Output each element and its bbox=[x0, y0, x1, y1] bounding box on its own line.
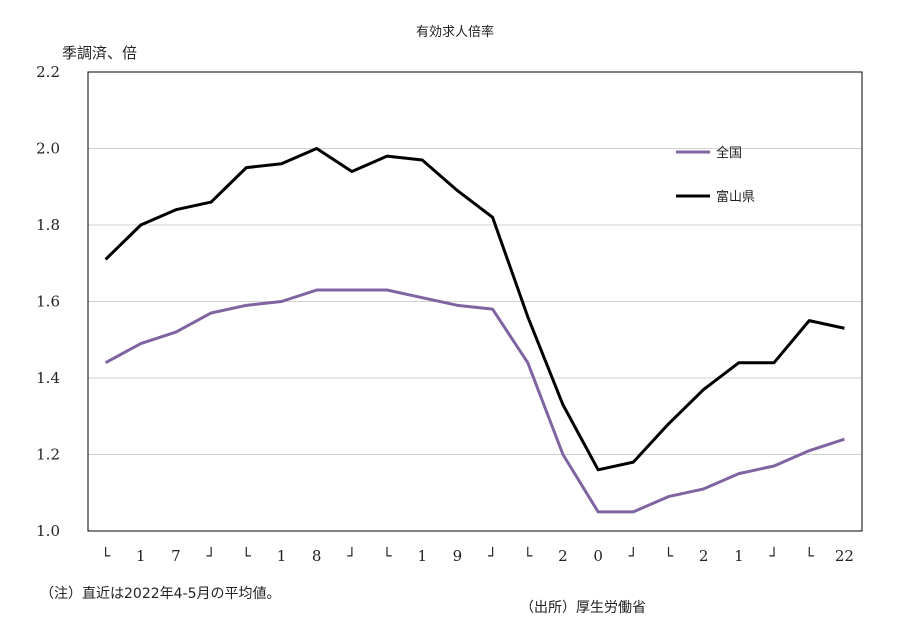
plot-area bbox=[87, 71, 863, 532]
x-tick-label: 9 bbox=[453, 547, 463, 565]
legend-label: 富山県 bbox=[716, 189, 755, 205]
x-tick-label: └ bbox=[523, 546, 533, 565]
x-tick-label: 0 bbox=[593, 547, 603, 565]
x-tick-label: 2 bbox=[699, 547, 709, 565]
y-tick-label: 1.6 bbox=[36, 293, 60, 311]
legend-label: 全国 bbox=[716, 145, 742, 161]
y-axis-label: 季調済、倍 bbox=[62, 44, 137, 62]
x-tick-label: ┘ bbox=[628, 546, 638, 565]
x-tick-label: 2 bbox=[558, 547, 568, 565]
y-tick-label: 2.0 bbox=[36, 140, 60, 158]
x-tick-label: 1 bbox=[734, 547, 744, 565]
series-line-全国 bbox=[104, 288, 845, 514]
x-tick-label: 8 bbox=[312, 547, 322, 565]
chart-source: （出所）厚生労働省 bbox=[520, 600, 646, 616]
x-tick-label: 1 bbox=[136, 547, 146, 565]
y-tick-label: 1.2 bbox=[36, 446, 60, 464]
x-tick-label: └ bbox=[242, 546, 252, 565]
y-tick-label: 2.2 bbox=[36, 63, 60, 81]
y-tick-label: 1.8 bbox=[36, 216, 60, 234]
series-line-富山県 bbox=[104, 147, 845, 472]
x-tick-label: 1 bbox=[417, 547, 427, 565]
x-tick-label: └ bbox=[805, 546, 815, 565]
y-tick-label: 1.4 bbox=[36, 369, 60, 387]
x-tick-label: ┘ bbox=[487, 546, 497, 565]
x-tick-label: └ bbox=[664, 546, 674, 565]
y-tick-label: 1.0 bbox=[36, 522, 60, 540]
x-tick-label: 1 bbox=[277, 547, 287, 565]
x-tick-label: ┘ bbox=[346, 546, 356, 565]
x-tick-label: └ bbox=[383, 546, 393, 565]
x-tick-label: 7 bbox=[171, 547, 181, 565]
chart-note: （注）直近は2022年4-5月の平均値。 bbox=[40, 585, 281, 602]
x-tick-label: └ bbox=[101, 546, 111, 565]
x-tick-label: ┘ bbox=[206, 546, 216, 565]
chart-title: 有効求人倍率 bbox=[416, 24, 494, 40]
x-tick-label: 22 bbox=[835, 547, 854, 565]
x-tick-label: ┘ bbox=[769, 546, 779, 565]
